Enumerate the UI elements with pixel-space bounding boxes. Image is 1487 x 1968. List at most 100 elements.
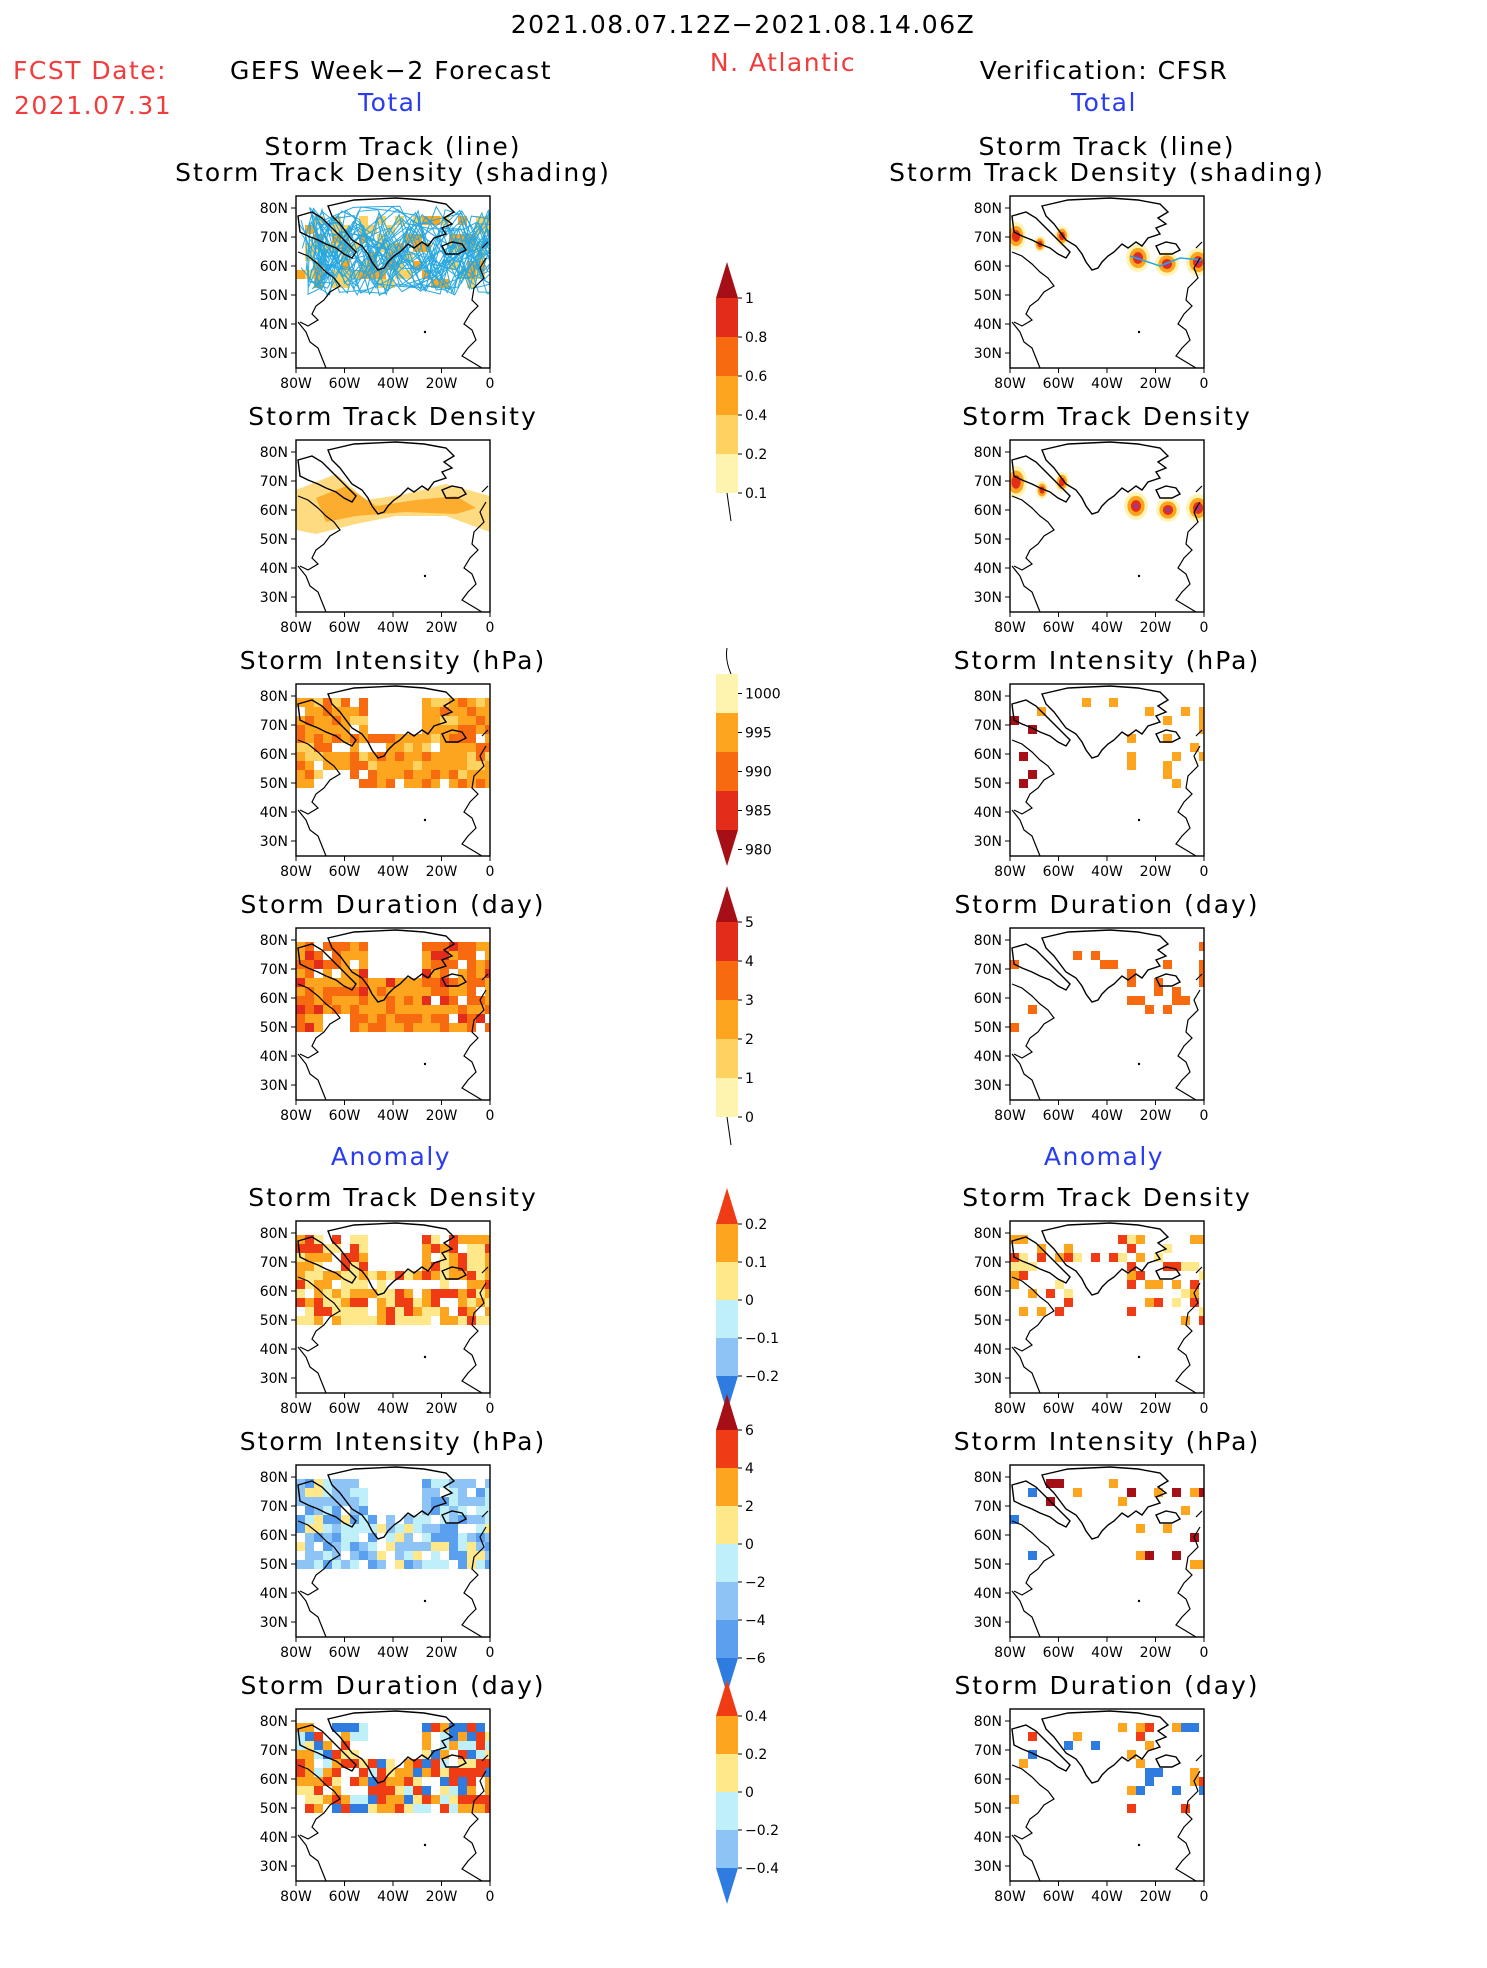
lat-tick-label: 60N (974, 1284, 1002, 1300)
lat-tick-label: 80N (260, 201, 288, 217)
colorbar-label: 0.4 (745, 1709, 767, 1725)
colorbar-label: 0.2 (745, 1747, 767, 1763)
colorbar-segment (716, 1338, 738, 1376)
lon-tick-label: 0 (486, 620, 495, 636)
panel-title: Storm Duration (day) (240, 890, 546, 919)
colorbar-segment (716, 298, 738, 337)
lon-tick-label: 40W (377, 1401, 409, 1417)
colorbar-label: 990 (745, 765, 772, 781)
lat-tick-label: 60N (260, 259, 288, 275)
colorbar-label: −0.1 (745, 1331, 779, 1347)
lat-tick-label: 80N (974, 689, 1002, 705)
lon-tick-label: 40W (377, 376, 409, 392)
colorbar-label: 0 (745, 1537, 754, 1553)
lon-tick-label: 0 (486, 1889, 495, 1905)
lat-tick-label: 30N (260, 590, 288, 606)
lat-tick-label: 30N (974, 346, 1002, 362)
lat-tick-label: 60N (260, 503, 288, 519)
lon-tick-label: 0 (1200, 1401, 1209, 1417)
lon-tick-label: 80W (994, 1645, 1026, 1661)
lon-tick-label: 20W (1140, 1108, 1172, 1124)
lat-tick-label: 80N (260, 689, 288, 705)
total-label-left: Total (358, 88, 424, 117)
lat-tick-label: 40N (260, 805, 288, 821)
lat-tick-label: 80N (260, 1470, 288, 1486)
colorbar-label: 4 (745, 954, 754, 970)
map-panel-gefs-duration: 80N 70N 60N 50N 40N 30N 80W 60W 40W 20W 0 (260, 927, 495, 1124)
lon-tick-label: 80W (994, 1401, 1026, 1417)
panel-title: Storm Duration (day) (240, 1671, 546, 1700)
colorbar-label: 0.2 (745, 1217, 767, 1233)
colorbar-label: −0.2 (745, 1823, 779, 1839)
lat-tick-label: 60N (974, 259, 1002, 275)
lon-tick-label: 80W (280, 1645, 312, 1661)
colorbar-anom_density: 0.2 0.1 0 −0.1 −0.2 (716, 1188, 779, 1412)
lon-tick-label: 0 (1200, 376, 1209, 392)
lon-tick-label: 60W (329, 620, 361, 636)
map-panel-cfsr-intensity: 80N 70N 60N 50N 40N 30N 80W 60W 40W 20W 0 (974, 683, 1208, 880)
lat-tick-label: 30N (260, 1615, 288, 1631)
lat-tick-label: 40N (974, 805, 1002, 821)
lon-tick-label: 80W (994, 1108, 1026, 1124)
lat-tick-label: 30N (260, 1371, 288, 1387)
map-panel-gefs-track: 80N 70N 60N 50N 40N 30N 80W 60W 40W 20W 0 (260, 195, 494, 392)
panel-title: Storm Track Density (962, 402, 1252, 431)
lat-tick-label: 50N (260, 776, 288, 792)
panel-title: Storm Duration (day) (954, 890, 1260, 919)
lat-tick-label: 40N (974, 317, 1002, 333)
lat-tick-label: 40N (974, 1049, 1002, 1065)
colorbar-anom_intensity: 6 4 2 0 −2 −4 −6 (716, 1394, 766, 1694)
lat-tick-label: 30N (974, 1078, 1002, 1094)
lon-tick-label: 40W (377, 620, 409, 636)
colorbar-segment (716, 415, 738, 454)
lon-tick-label: 20W (1140, 1645, 1172, 1661)
colorbar-label: 0.1 (745, 1255, 767, 1271)
lat-tick-label: 80N (260, 933, 288, 949)
lat-tick-label: 40N (260, 1049, 288, 1065)
colorbar-label: 0 (745, 1110, 754, 1126)
panel-subtitle: Storm Track Density (shading) (889, 158, 1325, 187)
lat-tick-label: 70N (260, 230, 288, 246)
lat-tick-label: 50N (974, 288, 1002, 304)
lon-tick-label: 80W (280, 1401, 312, 1417)
lat-tick-label: 80N (974, 445, 1002, 461)
colorbar-arrow-top (716, 1394, 738, 1430)
colorbar-segment (716, 961, 738, 1000)
colorbar-segment (716, 376, 738, 415)
panel-title: Storm Duration (day) (954, 1671, 1260, 1700)
colorbar-segment (716, 922, 738, 961)
colorbar-label: −0.2 (745, 1369, 779, 1385)
lat-tick-label: 70N (260, 962, 288, 978)
colorbar-label: 6 (745, 1423, 754, 1439)
lat-tick-label: 30N (260, 346, 288, 362)
colorbar-segment (716, 1582, 738, 1620)
panel-title: Storm Track (line) (264, 132, 522, 161)
lon-tick-label: 40W (1091, 620, 1123, 636)
colorbar-segment (716, 1224, 738, 1262)
lat-tick-label: 70N (260, 474, 288, 490)
panel-subtitle: Storm Track Density (shading) (175, 158, 611, 187)
lat-tick-label: 30N (974, 1859, 1002, 1875)
lat-tick-label: 50N (974, 1313, 1002, 1329)
lat-tick-label: 50N (260, 1801, 288, 1817)
lon-tick-label: 0 (486, 864, 495, 880)
lat-tick-label: 60N (974, 991, 1002, 1007)
colorbar-label: 0.6 (745, 369, 767, 385)
lat-tick-label: 30N (974, 834, 1002, 850)
colorbar-segment (716, 1468, 738, 1506)
lat-tick-label: 80N (974, 201, 1002, 217)
lat-tick-label: 50N (260, 1557, 288, 1573)
lon-tick-label: 20W (426, 376, 458, 392)
lon-tick-label: 40W (1091, 1645, 1123, 1661)
lon-tick-label: 0 (486, 1108, 495, 1124)
colorbar-label: 980 (745, 843, 772, 859)
lat-tick-label: 50N (974, 532, 1002, 548)
colorbar-arrow-bottom (716, 1868, 738, 1904)
lon-tick-label: 20W (1140, 1401, 1172, 1417)
map-panel-cfsr-anom_density: 80N 70N 60N 50N 40N 30N 80W 60W 40W 20W 0 (974, 1220, 1209, 1417)
lon-tick-label: 0 (486, 1645, 495, 1661)
lon-tick-label: 40W (1091, 1889, 1123, 1905)
lat-tick-label: 60N (260, 1528, 288, 1544)
lon-tick-label: 40W (377, 1889, 409, 1905)
lat-tick-label: 40N (260, 317, 288, 333)
